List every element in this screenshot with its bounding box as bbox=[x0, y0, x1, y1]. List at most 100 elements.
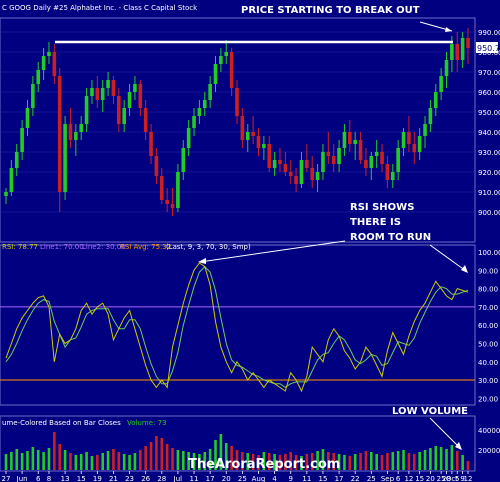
x-tick-label: 12 bbox=[404, 475, 413, 482]
candle-body bbox=[305, 160, 309, 168]
volume-bar bbox=[47, 448, 51, 470]
callout-rsi-arrow-right bbox=[429, 244, 467, 272]
volume-bar bbox=[96, 455, 99, 470]
volume-bar bbox=[10, 452, 13, 470]
volume-bar bbox=[359, 453, 362, 470]
candle-body bbox=[455, 44, 460, 60]
rsi-tick-label: 60.00 bbox=[478, 322, 498, 330]
volume-bar bbox=[391, 452, 395, 470]
volume-bars bbox=[4, 432, 470, 470]
x-tick-label: 13 bbox=[61, 475, 70, 482]
candle-body bbox=[444, 60, 449, 76]
rsi-panel bbox=[0, 244, 476, 406]
candle-body bbox=[208, 84, 212, 100]
x-tick-label: Aug bbox=[252, 475, 266, 482]
volume-bar bbox=[112, 449, 115, 470]
candle-body bbox=[288, 172, 293, 176]
candle-body bbox=[41, 56, 46, 70]
rsi-legend: RSI: 78.77 Line1: 70.00 Line2: 30.00 RSI… bbox=[2, 243, 251, 251]
candle-body bbox=[9, 168, 14, 192]
candle-body bbox=[348, 132, 352, 144]
candle-body bbox=[407, 132, 411, 144]
volume-bar bbox=[4, 454, 8, 470]
volume-bar bbox=[53, 432, 56, 470]
price-tick-label: 900.00 bbox=[478, 209, 500, 217]
candle-body bbox=[84, 96, 89, 124]
candle-body bbox=[460, 38, 465, 60]
callout-rsi-line2: THERE IS bbox=[350, 217, 401, 228]
volume-bar bbox=[461, 455, 464, 470]
volume-bar bbox=[69, 453, 72, 470]
volume-bar bbox=[219, 434, 223, 470]
x-tick-label: 11 bbox=[302, 475, 311, 482]
volume-bar bbox=[466, 461, 470, 470]
rsi-legend-avg: RSI Avg: 75.32 bbox=[120, 243, 171, 251]
x-tick-label: 20 bbox=[426, 475, 435, 482]
volume-bar bbox=[149, 442, 153, 470]
volume-bar bbox=[224, 443, 228, 470]
x-tick-label: 25 bbox=[367, 475, 376, 482]
x-tick-label: Jul bbox=[173, 475, 183, 482]
volume-bar bbox=[316, 451, 319, 470]
volume-bar bbox=[171, 448, 174, 470]
candle-body bbox=[117, 96, 121, 124]
rsi-legend-rsi: RSI: 78.77 bbox=[2, 243, 38, 251]
candle-body bbox=[423, 124, 427, 136]
price-tick-label: 990.00 bbox=[478, 29, 500, 37]
volume-tick-label: 2000000 bbox=[478, 447, 500, 455]
candle-body bbox=[95, 88, 100, 100]
x-tick-label: 22 bbox=[351, 475, 360, 482]
candle-body bbox=[229, 52, 234, 88]
candle-body bbox=[79, 124, 84, 132]
candle-body bbox=[202, 100, 207, 108]
candle-body bbox=[401, 132, 406, 148]
volume-bar bbox=[289, 452, 293, 470]
price-tick-label: 960.00 bbox=[478, 89, 500, 97]
price-panel bbox=[0, 17, 476, 243]
x-tick-label: 25 bbox=[238, 475, 247, 482]
candle-body bbox=[272, 160, 277, 168]
volume-bar bbox=[267, 453, 271, 470]
volume-bar bbox=[246, 453, 250, 470]
rsi-tick-label: 90.00 bbox=[478, 267, 498, 275]
rsi-tick-label: 30.00 bbox=[478, 377, 498, 385]
rsi-tick-label: 50.00 bbox=[478, 340, 498, 348]
candle-body bbox=[138, 84, 143, 108]
volume-bar bbox=[251, 454, 255, 470]
candle-body bbox=[192, 116, 196, 128]
rsi-tick-label: 40.00 bbox=[478, 359, 498, 367]
volume-bar bbox=[321, 449, 325, 470]
callout-breakout-arrowhead bbox=[445, 27, 452, 32]
x-tick-label: 4 bbox=[272, 475, 277, 482]
volume-bar bbox=[31, 447, 35, 470]
candle-body bbox=[25, 108, 30, 128]
volume-bar bbox=[165, 444, 169, 470]
volume-bar bbox=[58, 444, 62, 470]
candle-body bbox=[262, 144, 266, 148]
rsi-legend-line2: Line2: 30.00 bbox=[82, 243, 126, 251]
volume-bar bbox=[343, 455, 346, 470]
candle-body bbox=[337, 148, 341, 164]
volume-bar bbox=[375, 454, 378, 470]
candle-body bbox=[176, 172, 180, 208]
volume-bar bbox=[418, 452, 421, 470]
x-tick-label: 20 bbox=[222, 475, 231, 482]
volume-bar bbox=[396, 451, 400, 470]
volume-bar bbox=[36, 450, 40, 470]
rsi-reference-lines bbox=[0, 306, 475, 381]
x-tick-label: 28 bbox=[157, 475, 166, 482]
price-tick-label: 940.00 bbox=[478, 129, 500, 137]
rsi-tick-label: 100.00 bbox=[478, 249, 500, 257]
candle-body bbox=[170, 204, 175, 208]
volume-bar bbox=[305, 454, 309, 470]
candle-body bbox=[111, 80, 116, 96]
candle-body bbox=[294, 176, 298, 184]
volume-bar bbox=[128, 455, 131, 470]
volume-bar bbox=[230, 446, 233, 470]
candle-body bbox=[256, 136, 261, 148]
candle-body bbox=[364, 160, 368, 168]
candle-body bbox=[149, 132, 153, 156]
candle-body bbox=[331, 156, 336, 164]
volume-bar bbox=[439, 447, 443, 470]
candle-body bbox=[143, 108, 148, 132]
